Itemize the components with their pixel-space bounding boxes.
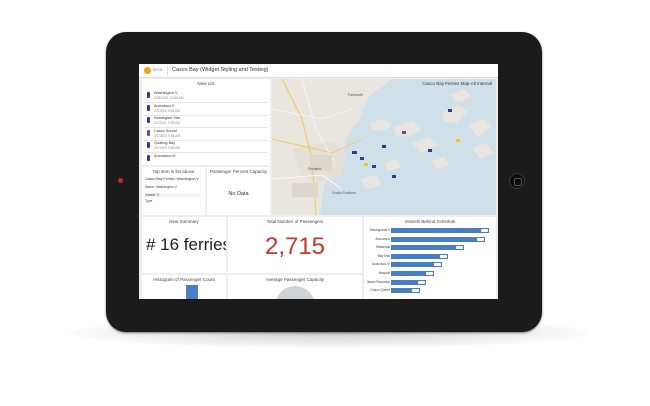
- new-list-panel: New List Washington V 6/28/2019, 10:56 AM…: [142, 79, 270, 165]
- bar-category-label: Casco Queen: [370, 288, 391, 293]
- header-divider: [167, 66, 168, 75]
- bar-category-label: Bay Mist: [377, 253, 390, 258]
- panel-title: New Summary: [169, 219, 199, 224]
- panel-title: New List: [197, 81, 215, 86]
- bar[interactable]: [391, 253, 448, 259]
- list-item-time: 2/7/2019, 9:58 AM: [154, 146, 180, 150]
- panel-title: Average Passenger Capacity: [265, 277, 325, 282]
- total-passengers-value: 2,715: [264, 233, 326, 260]
- details-header: Casco Bay Ferries: Washington V: [145, 177, 199, 181]
- bar-row: Machigonne II: [366, 228, 494, 233]
- bar[interactable]: [391, 279, 427, 285]
- ferry-icon: [147, 142, 150, 148]
- bar-category-label: Machigonne II: [369, 228, 390, 232]
- details-panel: Top item in list above Casco Bay Ferries…: [142, 167, 205, 215]
- camera-icon: [118, 178, 123, 183]
- list-item-time: 2/7/2019, 9:58 AM: [154, 133, 180, 138]
- panel-title: Passenger Percent Capacity: [209, 169, 268, 174]
- bar-value-tag: [412, 289, 420, 293]
- summary-panel: New Summary # 16 ferries: [142, 217, 226, 273]
- list-item-name: Casco Sound: [154, 128, 177, 133]
- ferry-icon: [147, 117, 150, 123]
- detail-row-name: Name: Washington V: [145, 185, 177, 189]
- app-logo-icon: [144, 67, 151, 74]
- bar-row: Aucocisco III: [366, 262, 494, 268]
- bar-value-tag: [439, 254, 447, 258]
- map-label-falmouth: Falmouth: [348, 93, 363, 97]
- avg-capacity-panel: Average Passenger Capacity: [228, 275, 362, 299]
- list-item-name: Quahog Bay: [154, 141, 176, 145]
- panel-title: Top item in list above: [152, 169, 195, 174]
- panel-title: Total Number of Passengers: [266, 219, 324, 224]
- bar[interactable]: [391, 236, 486, 242]
- histogram-panel: Histogram of Passenger Count: [142, 275, 226, 299]
- no-data-message: No Data: [228, 191, 249, 197]
- home-button[interactable]: [509, 173, 525, 189]
- list-item-time: 2/7/2019, 9:58 AM: [154, 121, 180, 125]
- bar[interactable]: [391, 245, 464, 251]
- bar-value-tag: [477, 237, 485, 241]
- bar-value-tag: [455, 246, 463, 250]
- histogram-bar: [186, 285, 198, 299]
- gauge-icon: [275, 286, 315, 299]
- map-panel[interactable]: Casco Bay Ferries Map-All Internal Falmo…: [272, 79, 496, 215]
- bar-category-label: Aucocisco: [375, 236, 390, 241]
- list-item[interactable]: Washington V 6/28/2019, 10:56 AM: [144, 90, 268, 103]
- list-item[interactable]: Aucocisco II 2/7/2019, 9:58 AM: [144, 103, 268, 116]
- brand-label: Beta: [153, 67, 163, 72]
- bar-row: Casco Queen: [366, 288, 494, 294]
- bar-row: Aucocisco: [366, 236, 494, 242]
- list-item-time: 2/7/2019, 9:58 AM: [154, 108, 180, 113]
- panel-title: Histogram of Passenger Count: [153, 277, 215, 282]
- list-item-name: Washington V: [154, 91, 178, 95]
- list-item[interactable]: Quahog Bay 2/7/2019, 9:58 AM: [144, 140, 268, 153]
- capacity-panel: Passenger Percent Capacity No Data: [207, 167, 270, 215]
- list-item-time: 6/28/2019, 10:56 AM: [154, 96, 184, 100]
- bar-category-label: Maquoit: [378, 271, 390, 275]
- detail-row-vessel: Vessel: V: [145, 193, 201, 197]
- bar[interactable]: [391, 288, 421, 294]
- ferry-icon: [147, 129, 150, 136]
- ferry-icon: [147, 104, 150, 111]
- ferry-icon: [147, 92, 150, 98]
- map-label-portland: Portland: [308, 167, 322, 171]
- bar-category-label: Wabanaki: [375, 245, 390, 250]
- bar-row: Island Romance: [366, 279, 494, 285]
- bar[interactable]: [391, 271, 435, 276]
- bar-row: Bay Mist: [366, 253, 494, 259]
- vessels-chart-panel: Vessels Behind Schedule Machigonne II Auc…: [364, 217, 496, 299]
- bar-value-tag: [481, 229, 488, 232]
- bar-category-label: Island Romance: [366, 279, 390, 284]
- bar-value-tag: [433, 263, 441, 267]
- detail-row-type: Type: [145, 199, 153, 203]
- tablet-frame: Beta Casco Bay (Widget Styling and Testi…: [106, 32, 542, 332]
- bar-value-tag: [426, 272, 434, 275]
- map-title: Casco Bay Ferries Map-All Internal: [422, 81, 492, 86]
- total-passengers-panel: Total Number of Passengers 2,715: [228, 217, 362, 273]
- list-item-name: Aucocisco II: [154, 103, 175, 108]
- list-item[interactable]: Aucocisco III: [144, 153, 268, 165]
- list-item-name: Aucocisco III: [154, 153, 176, 158]
- summary-value: # 16 ferries: [146, 235, 226, 254]
- bar[interactable]: [391, 228, 489, 233]
- chart-title: Vessels Behind Schedule: [404, 219, 456, 224]
- bar-row: Maquoit: [366, 271, 494, 276]
- page-title: Casco Bay (Widget Styling and Testing): [172, 67, 269, 73]
- bar-row: Wabanaki: [366, 245, 494, 251]
- dashboard-screen: Beta Casco Bay (Widget Styling and Testi…: [139, 64, 498, 299]
- list-item[interactable]: Casco Sound 2/7/2019, 9:58 AM: [144, 128, 268, 141]
- bar-category-label: Aucocisco III: [371, 262, 390, 267]
- list-item[interactable]: Norwegian Star 2/7/2019, 9:58 AM: [144, 115, 268, 128]
- map-label-south-portland: South Portland: [332, 191, 356, 195]
- list-item-name: Norwegian Star: [154, 116, 181, 120]
- map-canvas[interactable]: [272, 79, 496, 215]
- bar[interactable]: [391, 262, 442, 268]
- app-header: Beta Casco Bay (Widget Styling and Testi…: [139, 64, 498, 78]
- ferry-icon: [147, 154, 150, 161]
- bar-value-tag: [418, 280, 426, 284]
